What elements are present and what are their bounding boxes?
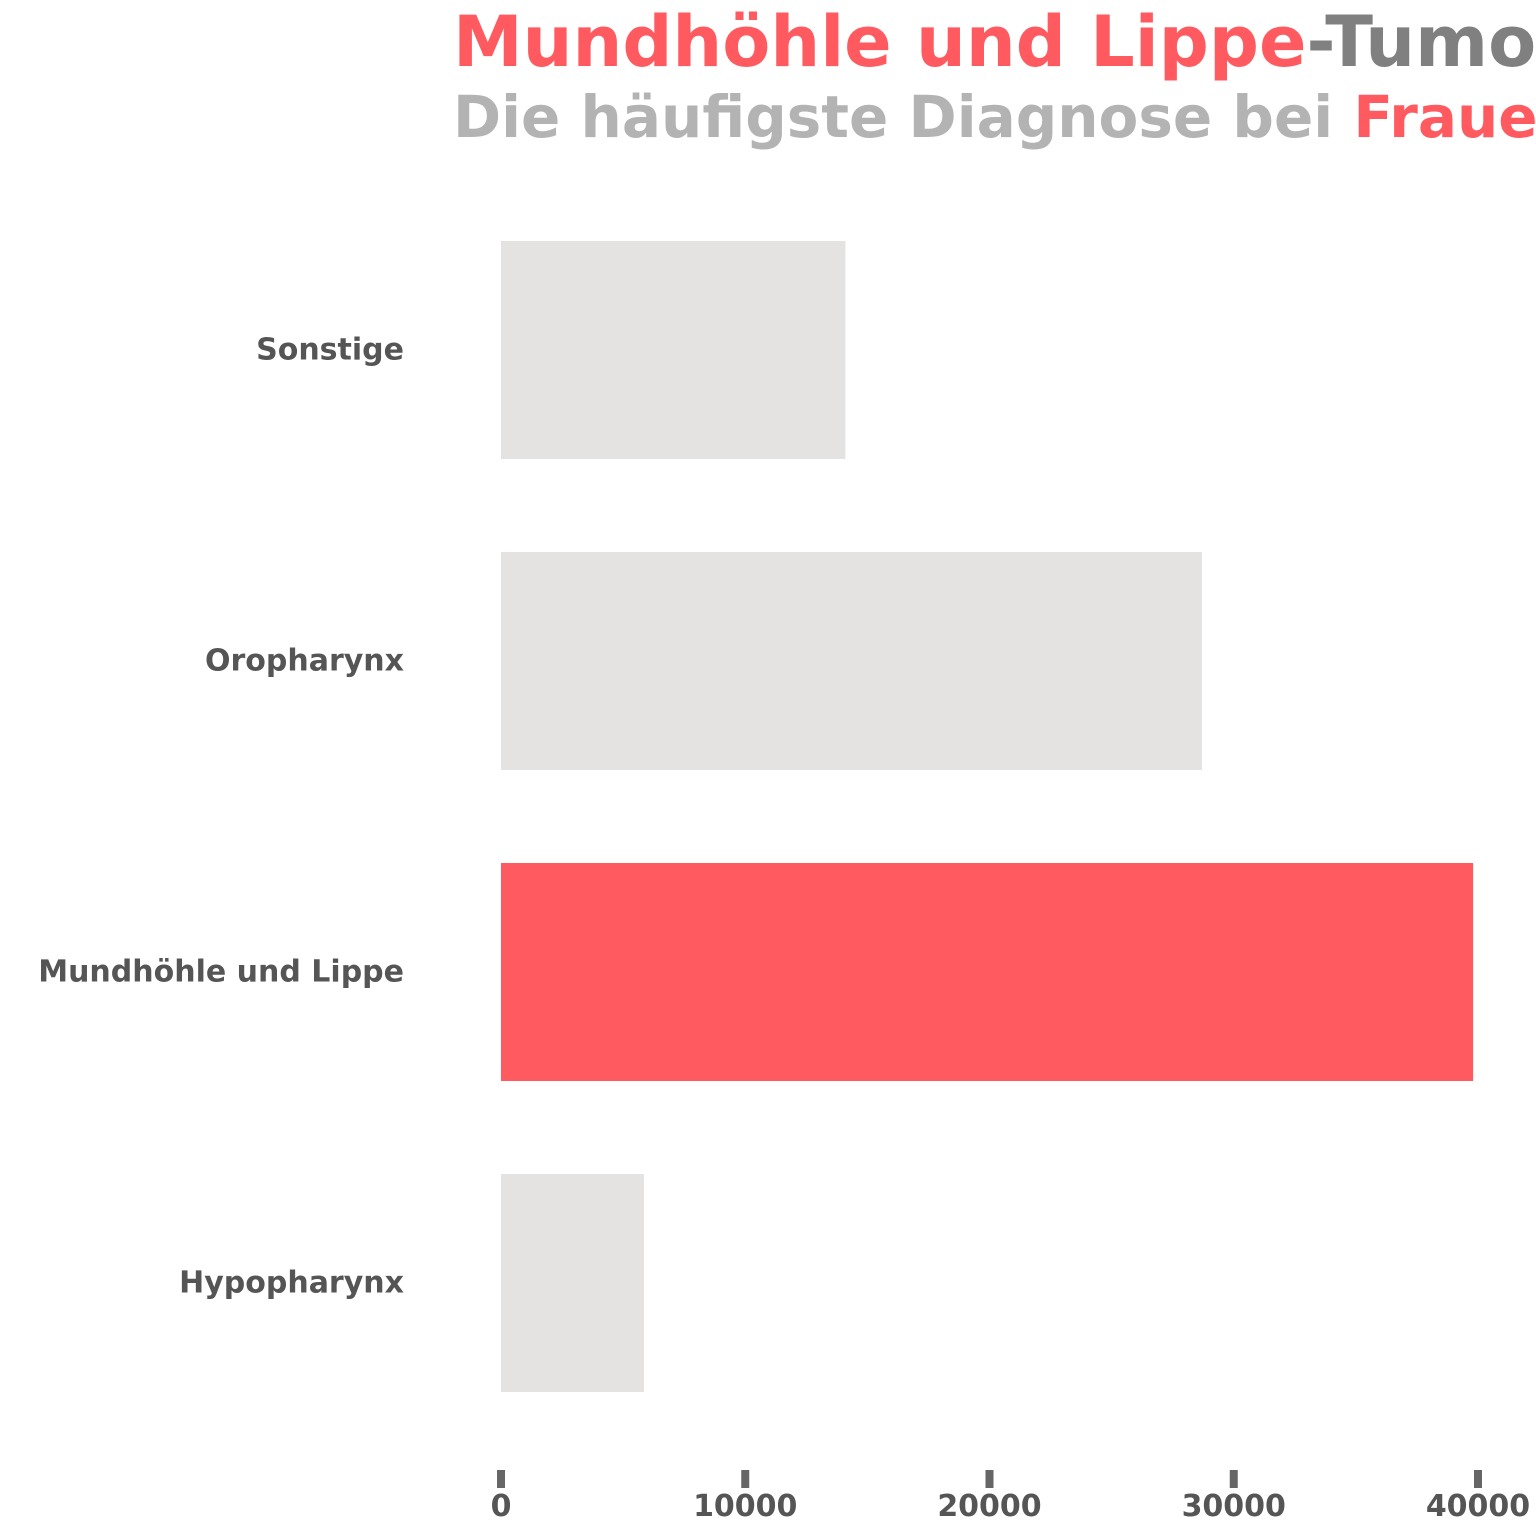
x-tick-label: 20000 — [937, 1489, 1041, 1524]
chart-title: Mundhöhle und Lippe-Tumor — [453, 2, 1536, 82]
x-tick-label: 30000 — [1182, 1489, 1286, 1524]
bar-sonstige — [501, 241, 846, 459]
x-tick-label: 10000 — [693, 1489, 797, 1524]
title-rest: -Tumor — [1306, 1, 1536, 83]
x-tick-label: 0 — [491, 1489, 512, 1524]
chart-subtitle: Die häufigste Diagnose bei Frauen — [453, 80, 1536, 154]
bar-mundhöhle-und-lippe — [501, 863, 1474, 1081]
subtitle-highlight: Frauen — [1353, 83, 1536, 151]
x-tick-label: 40000 — [1426, 1489, 1530, 1524]
category-label: Hypopharynx — [179, 1266, 404, 1301]
category-label: Oropharynx — [205, 644, 404, 679]
title-highlight: Mundhöhle und Lippe — [453, 1, 1307, 83]
subtitle-text: Die häufigste Diagnose bei — [453, 83, 1354, 151]
bar-oropharynx — [501, 552, 1202, 770]
bar-hypopharynx — [501, 1174, 644, 1392]
category-label: Sonstige — [256, 333, 404, 368]
category-label: Mundhöhle und Lippe — [38, 955, 404, 990]
